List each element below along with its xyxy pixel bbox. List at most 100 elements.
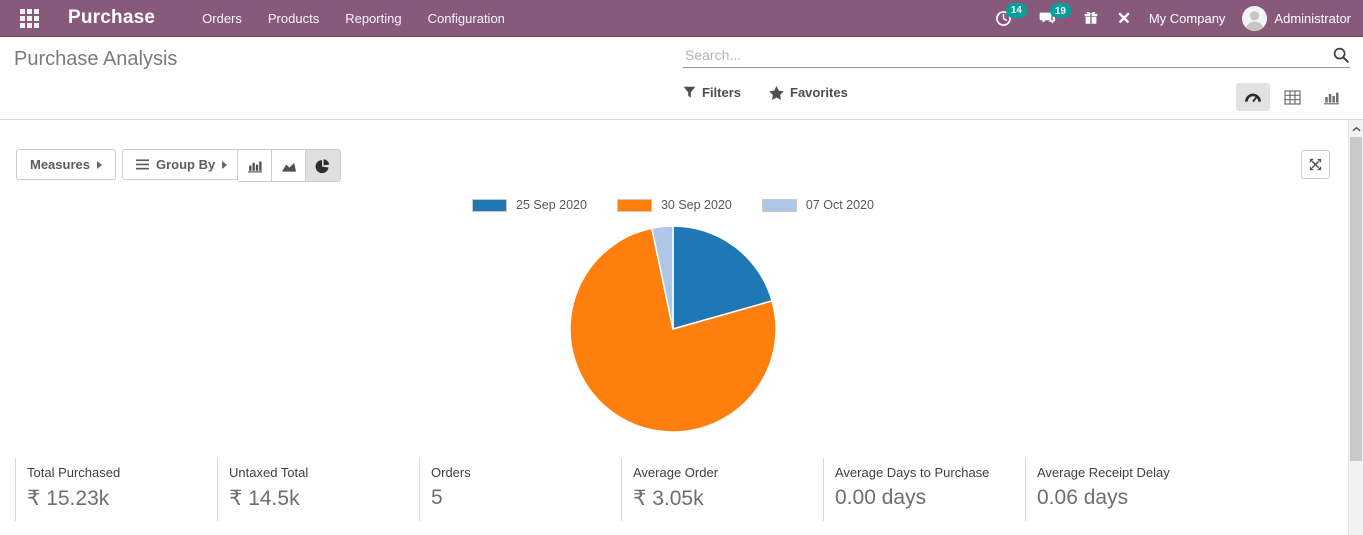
search-box: [683, 46, 1350, 68]
chart-legend: 25 Sep 2020 30 Sep 2020 07 Oct 2020: [0, 198, 1346, 212]
pie-slice[interactable]: [650, 225, 674, 330]
caret-right-icon: [96, 160, 102, 169]
company-switcher[interactable]: My Company: [1148, 10, 1226, 26]
hamburger-icon: [136, 159, 149, 170]
activity-clock-icon: [995, 10, 1011, 26]
legend-item[interactable]: 07 Oct 2020: [761, 198, 874, 212]
stat-value: 0.06 days: [1037, 486, 1129, 509]
stat-value: ₹ 14.5k: [229, 487, 300, 510]
group-by-label: Group By: [156, 157, 216, 172]
view-pivot-button[interactable]: [1275, 83, 1309, 111]
app-name[interactable]: Purchase: [68, 7, 156, 28]
stat-label: Total Purchased: [27, 465, 121, 480]
user-avatar-icon: [1242, 5, 1268, 31]
expand-button[interactable]: [1301, 150, 1330, 179]
group-by-button[interactable]: Group By: [122, 149, 242, 180]
scroll-up-button[interactable]: [1349, 120, 1363, 137]
area-chart-icon: [281, 162, 296, 172]
user-menu[interactable]: Administrator: [1242, 5, 1351, 31]
stats-row: Total Purchased ₹ 15.23k Untaxed Total ₹…: [15, 458, 1343, 521]
scrollbar-thumb[interactable]: [1350, 137, 1362, 461]
stat-card: Orders 5: [419, 458, 621, 521]
stat-label: Average Days to Purchase: [835, 465, 990, 480]
messages-bubble-icon: [1039, 12, 1055, 24]
legend-swatch: [616, 198, 652, 212]
vertical-scrollbar[interactable]: [1348, 120, 1363, 535]
measures-button[interactable]: Measures: [16, 149, 116, 180]
bar-chart-icon: [247, 160, 262, 172]
stat-value: 0.00 days: [835, 486, 927, 509]
legend-label: 07 Oct 2020: [805, 198, 874, 212]
search-icon[interactable]: [1332, 46, 1350, 64]
stat-card: Average Days to Purchase 0.00 days: [823, 458, 1025, 521]
view-dashboard-button[interactable]: [1236, 83, 1270, 111]
stat-value: ₹ 3.05k: [633, 487, 704, 510]
user-name: Administrator: [1274, 10, 1351, 26]
chart-type-switcher: [237, 149, 341, 182]
apps-menu-button[interactable]: [12, 0, 46, 37]
caret-right-icon: [222, 160, 228, 169]
stat-card: Total Purchased ₹ 15.23k: [15, 458, 217, 521]
search-input[interactable]: [683, 46, 1332, 64]
control-panel: Purchase Analysis Filters Favorites: [0, 37, 1363, 120]
filters-row: Filters Favorites: [683, 85, 848, 100]
stat-label: Orders: [431, 465, 471, 480]
legend-item[interactable]: 30 Sep 2020: [616, 198, 732, 212]
pie-slice[interactable]: [672, 225, 774, 330]
pivot-table-icon: [1283, 89, 1301, 105]
header-right: 14 19: [995, 2, 1351, 31]
activity-menu-button[interactable]: 14: [995, 2, 1027, 27]
graph-view-content: Measures Group By: [0, 120, 1363, 535]
chart-type-bar-button[interactable]: [238, 150, 272, 181]
legend-swatch: [472, 198, 508, 212]
activity-badge: 14: [1005, 2, 1027, 18]
page-title: Purchase Analysis: [14, 48, 178, 70]
pie-chart: [567, 223, 779, 435]
app-header: Purchase Orders Products Reporting Configur…: [0, 0, 1363, 37]
pie-slice[interactable]: [569, 227, 777, 433]
expand-arrows-icon: [1309, 158, 1322, 171]
apps-grid-icon: [19, 8, 39, 28]
menu-item[interactable]: Reporting: [345, 10, 402, 26]
pie-chart-icon: [315, 158, 330, 173]
stat-card: Average Order ₹ 3.05k: [621, 458, 823, 521]
avatar: [1242, 5, 1268, 31]
filter-funnel-icon: [683, 86, 696, 98]
legend-swatch: [761, 198, 797, 212]
stat-card: Average Receipt Delay 0.06 days: [1025, 458, 1227, 521]
messages-menu-button[interactable]: 19: [1039, 3, 1071, 26]
filters-label: Filters: [702, 85, 742, 100]
gift-icon: [1084, 11, 1098, 24]
favorites-label: Favorites: [790, 85, 848, 100]
filters-button[interactable]: Filters: [683, 85, 741, 100]
developer-tools-icon: [1118, 12, 1130, 23]
bar-chart-icon: [1323, 92, 1339, 104]
favorites-star-icon: [769, 85, 784, 100]
view-graph-button[interactable]: [1314, 83, 1348, 111]
chart-type-pie-button[interactable]: [306, 150, 340, 181]
messages-badge: 19: [1049, 3, 1071, 18]
stat-label: Average Order: [633, 465, 719, 480]
legend-label: 30 Sep 2020: [660, 198, 732, 212]
menu-item[interactable]: Configuration: [427, 10, 505, 26]
pie-chart-svg: [569, 225, 777, 433]
favorites-button[interactable]: Favorites: [769, 85, 848, 100]
stat-value: 5: [431, 486, 443, 509]
stat-label: Average Receipt Delay: [1037, 465, 1170, 480]
menu-item[interactable]: Orders: [202, 10, 242, 26]
legend-item[interactable]: 25 Sep 2020: [472, 198, 587, 212]
top-nav: Orders Products Reporting Configuration: [189, 0, 518, 37]
view-switcher: [1236, 83, 1348, 111]
stat-label: Untaxed Total: [229, 465, 309, 480]
dashboard-gauge-icon: [1245, 93, 1261, 102]
stat-card: Untaxed Total ₹ 14.5k: [217, 458, 419, 521]
legend-label: 25 Sep 2020: [516, 198, 587, 212]
measures-label: Measures: [30, 157, 90, 172]
chart-type-line-button[interactable]: [272, 150, 306, 181]
menu-item[interactable]: Products: [267, 10, 320, 26]
scroll-up-chevron-icon: [1351, 126, 1361, 131]
gift-button[interactable]: [1083, 10, 1099, 26]
stat-value: ₹ 15.23k: [27, 487, 110, 510]
developer-tools-button[interactable]: [1116, 10, 1132, 26]
